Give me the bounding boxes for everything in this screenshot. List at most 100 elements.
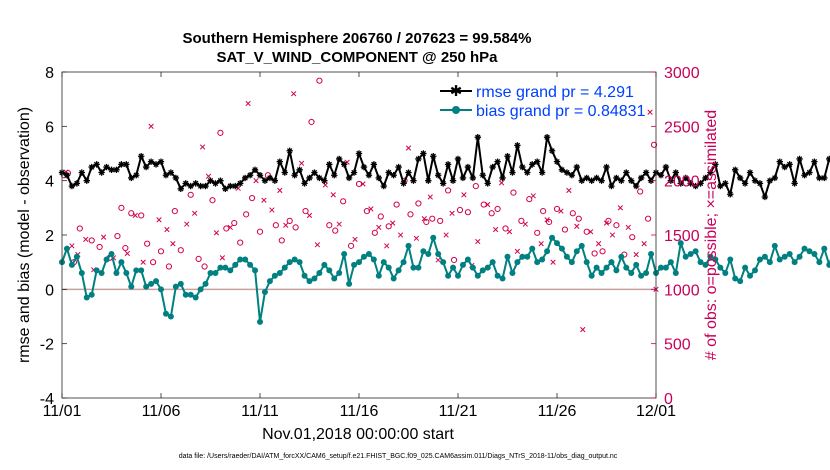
obs-assimilated-point — [603, 220, 610, 226]
obs-possible-point — [138, 212, 145, 219]
bias-point — [78, 270, 85, 277]
footer-data-file: data file: /Users/raeder/DAI/ATM_forcXX/… — [179, 453, 618, 460]
rmse-point — [573, 163, 580, 171]
rmse-point — [375, 174, 382, 182]
rmse-point — [697, 180, 704, 187]
bias-point — [598, 270, 605, 277]
obs-possible-point — [613, 222, 620, 229]
obs-possible-point — [407, 211, 414, 218]
bias-point — [558, 245, 565, 252]
obs-assimilated-point — [156, 217, 162, 223]
bias-point — [172, 283, 179, 290]
bias-point — [390, 275, 397, 282]
bias-point — [796, 253, 803, 260]
bias-point — [252, 267, 259, 274]
obs-assimilated-point — [69, 243, 75, 249]
bias-point — [415, 264, 422, 271]
obs-possible-point — [177, 247, 184, 254]
bias-point — [331, 275, 338, 282]
rmse-point — [677, 180, 684, 187]
rmse-point — [756, 180, 764, 187]
obs-assimilated-point — [617, 205, 624, 211]
obs-possible-point — [128, 210, 135, 217]
rmse-point — [187, 182, 194, 190]
obs-possible-point — [629, 234, 636, 241]
rmse-point — [296, 166, 303, 173]
bias-point — [410, 264, 417, 271]
obs-assimilated-point — [132, 212, 138, 219]
bias-point — [474, 272, 481, 279]
bias-point — [563, 253, 570, 260]
bias-point — [68, 261, 75, 268]
rmse-point — [682, 174, 689, 182]
rmse-point — [207, 177, 214, 184]
obs-possible-point — [393, 201, 400, 208]
rmse-point — [425, 177, 432, 184]
bias-point — [657, 264, 664, 271]
obs-possible-point — [472, 183, 479, 190]
rmse-point — [88, 163, 95, 171]
obs-assimilated-point — [427, 194, 433, 200]
rmse-point — [444, 161, 452, 168]
obs-assimilated-point — [449, 210, 455, 216]
series-layer — [58, 134, 830, 325]
y-right-tick-label: 2500 — [664, 119, 700, 136]
obs-possible-point — [569, 210, 576, 217]
y-right-tick-label: 500 — [664, 337, 691, 354]
rmse-point — [162, 172, 170, 179]
x-axis-label: Nov.01,2018 00:00:00 start — [262, 426, 454, 443]
obs-assimilated-point — [566, 187, 572, 194]
bias-point — [182, 291, 189, 298]
x-tick-label: 11/26 — [538, 403, 577, 420]
rmse-point — [415, 155, 422, 163]
bias-point — [207, 270, 214, 277]
rmse-point — [400, 180, 407, 187]
rmse-point — [474, 134, 481, 141]
bias-point — [499, 275, 506, 282]
rmse-point — [306, 174, 313, 182]
rmse-point — [365, 172, 373, 179]
rmse-point — [553, 158, 561, 165]
rmse-point — [801, 172, 808, 179]
obs-assimilated-point — [199, 144, 206, 150]
obs-possible-point — [650, 141, 658, 148]
bias-point — [316, 270, 323, 277]
obs-assimilated-point — [443, 232, 449, 238]
obs-assimilated-point — [83, 236, 89, 243]
bias-point — [375, 272, 382, 279]
bias-point — [519, 253, 526, 260]
rmse-point — [806, 169, 813, 176]
bias-point — [509, 270, 516, 277]
y-left-tick-label: 8 — [45, 65, 54, 82]
rmse-point — [628, 177, 635, 184]
bias-point — [365, 251, 372, 258]
bias-point — [806, 248, 813, 255]
obs-assimilated-point — [330, 192, 336, 198]
rmse-point — [746, 169, 754, 176]
x-tick-label: 11/16 — [340, 403, 379, 420]
rmse-point — [271, 177, 279, 184]
bias-point — [118, 259, 125, 266]
obs-possible-point — [248, 194, 256, 202]
rmse-point — [177, 185, 184, 193]
rmse-point — [113, 166, 120, 173]
rmse-point — [192, 180, 199, 187]
rmse-point — [439, 180, 447, 187]
obs-assimilated-point — [269, 207, 275, 213]
rmse-point — [786, 161, 793, 168]
rmse-point — [722, 180, 729, 187]
rmse-point — [316, 174, 323, 182]
rmse-point — [459, 174, 467, 182]
rmse-point — [568, 172, 576, 179]
rmse-point — [420, 150, 427, 157]
bias-point — [360, 253, 367, 260]
bias-point — [257, 318, 263, 325]
obs-assimilated-point — [530, 193, 536, 199]
bias-point — [162, 310, 169, 317]
obs-assimilated-point — [291, 91, 297, 97]
x-tick-label: 11/06 — [142, 403, 181, 420]
rmse-point — [534, 158, 541, 165]
bias-point — [88, 291, 95, 298]
bias-point — [573, 248, 580, 255]
obs-assimilated-point — [538, 241, 544, 247]
